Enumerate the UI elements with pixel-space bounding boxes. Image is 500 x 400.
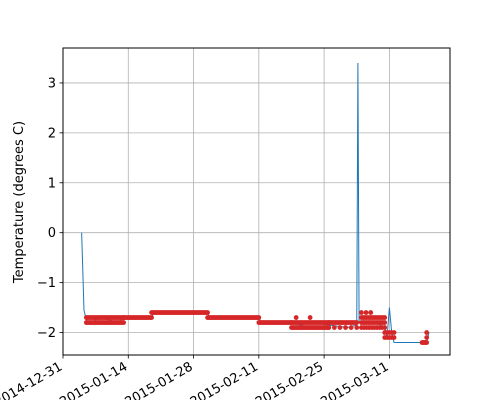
y-tick-label: 1 — [48, 176, 56, 191]
data-point — [354, 325, 360, 330]
data-point — [391, 330, 397, 335]
data-point — [363, 310, 369, 315]
data-point — [307, 315, 313, 320]
data-point — [424, 335, 430, 340]
data-point — [331, 325, 337, 330]
data-point — [391, 335, 397, 340]
y-axis: −2 −1 0 1 2 3 — [37, 76, 63, 341]
data-point — [343, 325, 348, 330]
data-point — [293, 315, 299, 320]
y-tick-label: −2 — [37, 326, 56, 341]
data-point — [326, 325, 332, 330]
y-axis-label: Temperature (degrees C) — [12, 121, 27, 284]
data-point — [337, 325, 343, 330]
y-tick-label: −1 — [37, 276, 56, 291]
y-tick-label: 0 — [48, 226, 56, 241]
data-point — [424, 330, 430, 335]
grid — [62, 48, 450, 355]
data-point — [256, 315, 262, 320]
data-point — [149, 315, 154, 320]
data-point — [382, 325, 388, 330]
y-tick-label: 3 — [48, 76, 56, 91]
data-point — [382, 320, 388, 325]
plot-frame — [62, 47, 451, 356]
data-point — [382, 315, 388, 320]
y-tick-label: 2 — [48, 126, 56, 141]
data-point — [121, 320, 127, 325]
data-point — [368, 310, 374, 315]
data-point — [205, 310, 210, 315]
data-point — [424, 340, 430, 345]
data-point — [359, 310, 364, 315]
data-point — [348, 325, 354, 330]
series-markers — [83, 310, 430, 345]
data-point — [354, 320, 360, 325]
